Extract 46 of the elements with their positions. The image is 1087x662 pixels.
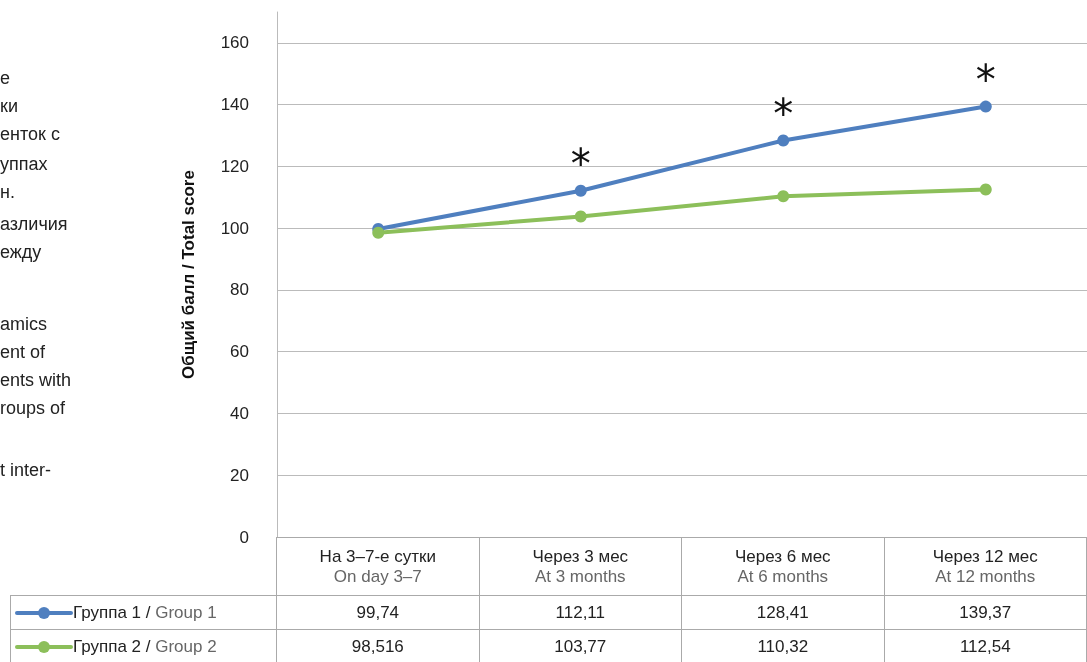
y-tick-label: 40	[230, 403, 249, 423]
x-tick-label: Через 3 мес At 3 months	[531, 546, 630, 587]
y-tick-label: 20	[230, 465, 249, 485]
text: 99,74	[356, 602, 400, 622]
text: енток с	[0, 124, 60, 145]
text: ent of	[0, 342, 46, 363]
y-tick-label: 0	[239, 527, 249, 547]
y-tick-label: 80	[230, 280, 249, 300]
point	[574, 210, 587, 223]
text: amics	[0, 314, 48, 335]
text: ents with	[0, 370, 72, 391]
text: н.	[0, 182, 15, 203]
text: roups of	[0, 398, 66, 419]
point	[574, 184, 587, 197]
legend-label: Группа 1 / Group 1	[73, 602, 217, 622]
point	[372, 226, 385, 239]
y-tick-label: 120	[220, 156, 249, 176]
legend-label: Группа 2 / Group 2	[73, 636, 217, 656]
text: уппах	[0, 154, 48, 175]
text: 103,77	[554, 636, 607, 656]
text: 112,54	[959, 636, 1011, 656]
x-tick-label: Через 12 мес At 12 months	[931, 546, 1039, 587]
y-tick-label: 100	[220, 218, 249, 238]
y-axis-title: Общий балл / Total score	[179, 170, 198, 379]
text: е	[0, 68, 11, 89]
text: ежду	[0, 242, 42, 263]
text: азличия	[0, 214, 68, 235]
text: 112,11	[555, 602, 606, 622]
text: 128,41	[756, 602, 809, 622]
annotation: *	[773, 90, 794, 137]
point	[979, 183, 992, 196]
text: ки	[0, 96, 18, 117]
annotation: *	[570, 141, 591, 188]
text: 110,32	[757, 636, 809, 656]
y-tick-label: 140	[220, 95, 249, 115]
y-tick-label: 60	[230, 342, 249, 362]
text: t inter-	[0, 460, 52, 481]
point	[979, 100, 992, 113]
point	[777, 190, 790, 203]
text: 139,37	[959, 602, 1012, 622]
x-tick-label: На 3–7-е сутки On day 3–7	[318, 546, 437, 587]
annotation: *	[975, 57, 996, 104]
x-tick-label: Через 6 мес At 6 months	[733, 546, 832, 587]
y-tick-label: 160	[220, 33, 249, 53]
point	[777, 134, 790, 147]
text: 98,516	[351, 636, 404, 656]
